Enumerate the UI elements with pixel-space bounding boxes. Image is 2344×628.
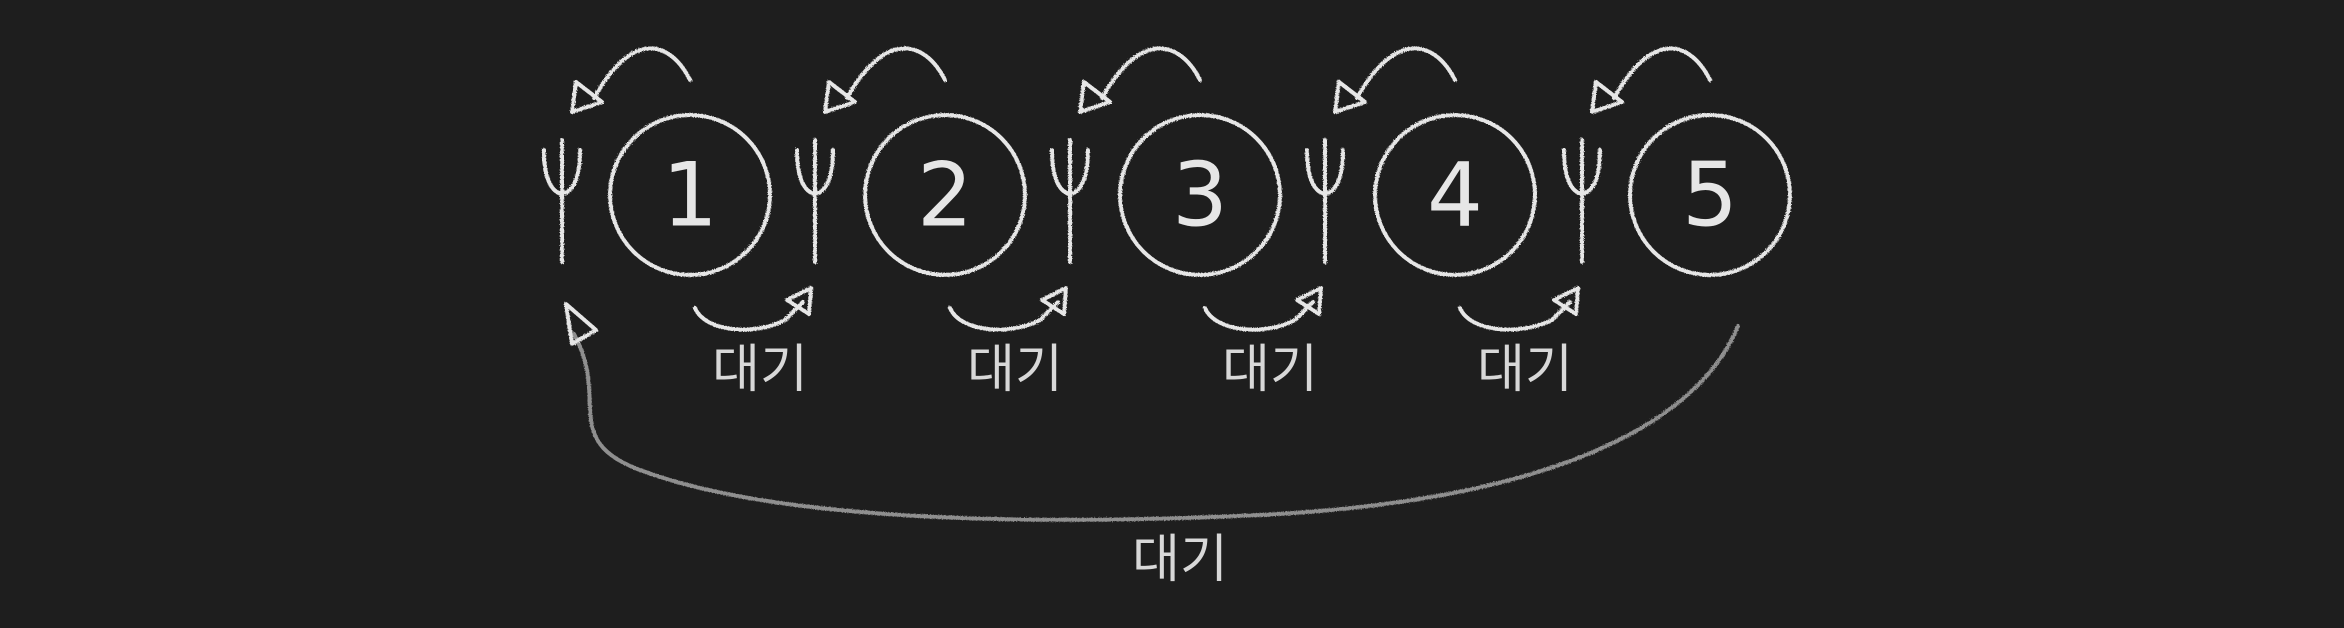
wait-label: 대기 [1222, 340, 1318, 400]
wait-right-fork-arrow [1458, 286, 1580, 332]
fork-icon [1562, 138, 1602, 264]
philosopher-node [863, 113, 1027, 277]
bottom-wait-label: 대기 [1132, 530, 1228, 590]
pick-left-fork-arrow [570, 46, 692, 114]
wait-label: 대기 [967, 340, 1063, 400]
fork-icon [542, 138, 582, 264]
philosopher-number: 1 [662, 144, 718, 247]
pick-left-fork-arrow [1078, 46, 1202, 114]
philosopher-node [1628, 113, 1792, 277]
philosopher-number: 2 [917, 144, 973, 247]
pick-left-fork-arrow [1333, 46, 1457, 114]
philosopher-node [608, 113, 772, 277]
philosopher-node [1373, 113, 1537, 277]
wait-right-fork-arrow [693, 286, 813, 332]
philosopher-node [1118, 113, 1282, 277]
fork-icon [1050, 138, 1090, 264]
pick-left-fork-arrow [1590, 46, 1712, 114]
philosopher-number: 4 [1427, 144, 1483, 247]
wait-label: 대기 [1477, 340, 1573, 400]
wait-label: 대기 [712, 340, 808, 400]
fork-icon [795, 138, 835, 264]
philosopher-number: 3 [1172, 144, 1228, 247]
philosopher-number: 5 [1682, 144, 1738, 247]
fork-icon [1305, 138, 1345, 264]
wait-right-fork-arrow [1203, 286, 1323, 332]
wait-right-fork-arrow [948, 286, 1068, 332]
pick-left-fork-arrow [823, 46, 947, 114]
return-wait-arrow [564, 302, 1740, 522]
